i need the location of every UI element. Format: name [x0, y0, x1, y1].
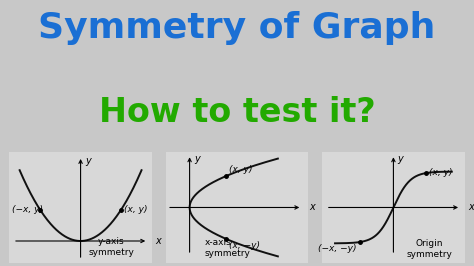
Text: Origin
symmetry: Origin symmetry [406, 239, 452, 259]
Text: How to test it?: How to test it? [99, 96, 375, 129]
Text: y: y [85, 156, 91, 166]
Text: x: x [309, 202, 315, 213]
Text: (x, y): (x, y) [429, 168, 453, 177]
Text: x: x [155, 236, 161, 246]
Text: (x, y): (x, y) [229, 165, 253, 174]
Text: y: y [194, 154, 200, 164]
Text: x: x [468, 202, 474, 213]
Text: Symmetry of Graph: Symmetry of Graph [38, 11, 436, 45]
Text: (−x, y): (−x, y) [12, 205, 43, 214]
Text: (x, −y): (x, −y) [229, 241, 260, 250]
Text: (−x, −y): (−x, −y) [318, 244, 356, 253]
Text: y-axis
symmetry: y-axis symmetry [88, 236, 134, 257]
Text: (x, y): (x, y) [124, 205, 148, 214]
Text: y: y [398, 154, 403, 164]
Text: x-axis
symmetry: x-axis symmetry [204, 238, 250, 258]
